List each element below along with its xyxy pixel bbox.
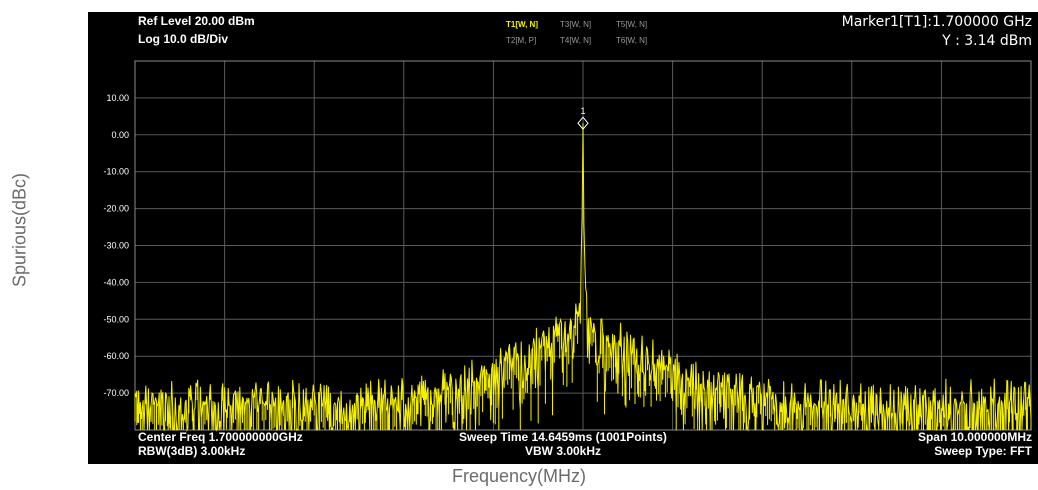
sweep-time-label: Sweep Time 14.6459ms (1001Points) — [459, 430, 667, 444]
y-tick-label: -20.00 — [103, 204, 129, 214]
sweep-type-label: Sweep Type: FFT — [934, 444, 1032, 458]
trace-label-t3[interactable]: T3[W, N] — [560, 20, 592, 29]
trace-label-t6[interactable]: T6[W, N] — [616, 36, 648, 45]
marker-label: 1 — [580, 106, 585, 116]
vbw-label: VBW 3.00kHz — [524, 444, 602, 458]
marker-readout: Marker1[T1]:1.700000 GHz — [841, 14, 1032, 30]
y-tick-label: -40.00 — [103, 277, 129, 287]
spectrum-plot: 10.00 0.00 -10.00 -20.00 -30.00 -40.00 -50.00 -… — [103, 60, 1032, 432]
scale-label: Log 10.0 dB/Div — [138, 32, 229, 46]
plot-border — [134, 60, 1032, 431]
y-tick-label: 10.00 — [106, 93, 129, 103]
trace-label-t1[interactable]: T1[W, N] — [506, 20, 538, 29]
center-freq-label: Center Freq 1.700000000GHz — [138, 430, 303, 444]
y-tick-label: -50.00 — [103, 314, 129, 324]
y-tick-label: -30.00 — [103, 241, 129, 251]
y-axis-title-wrap: Spurious(dBc) — [8, 150, 32, 310]
trace-label-t4[interactable]: T4[W, N] — [560, 36, 592, 45]
trace-label-t5[interactable]: T5[W, N] — [616, 20, 648, 29]
y-tick-label: 0.00 — [111, 130, 129, 140]
trace-t1 — [134, 123, 1032, 432]
marker-y-readout: Y : 3.14 dBm — [942, 33, 1032, 49]
rbw-label: RBW(3dB) 3.00kHz — [138, 444, 246, 458]
x-axis-title: Frequency(MHz) — [451, 466, 587, 486]
y-tick-label: -70.00 — [103, 388, 129, 398]
marker-diamond — [577, 116, 589, 130]
trace-label-t2[interactable]: T2[M, P] — [506, 36, 537, 45]
analyzer-screen: 10.00 0.00 -10.00 -20.00 -30.00 -40.00 -50.00 -… — [88, 12, 1038, 464]
y-tick-label: -60.00 — [103, 351, 129, 361]
y-tick-label: -10.00 — [103, 167, 129, 177]
ref-level-label: Ref Level 20.00 dBm — [138, 14, 255, 28]
span-label: Span 10.000000MHz — [917, 430, 1032, 444]
y-axis-title: Spurious(dBc) — [9, 172, 30, 288]
